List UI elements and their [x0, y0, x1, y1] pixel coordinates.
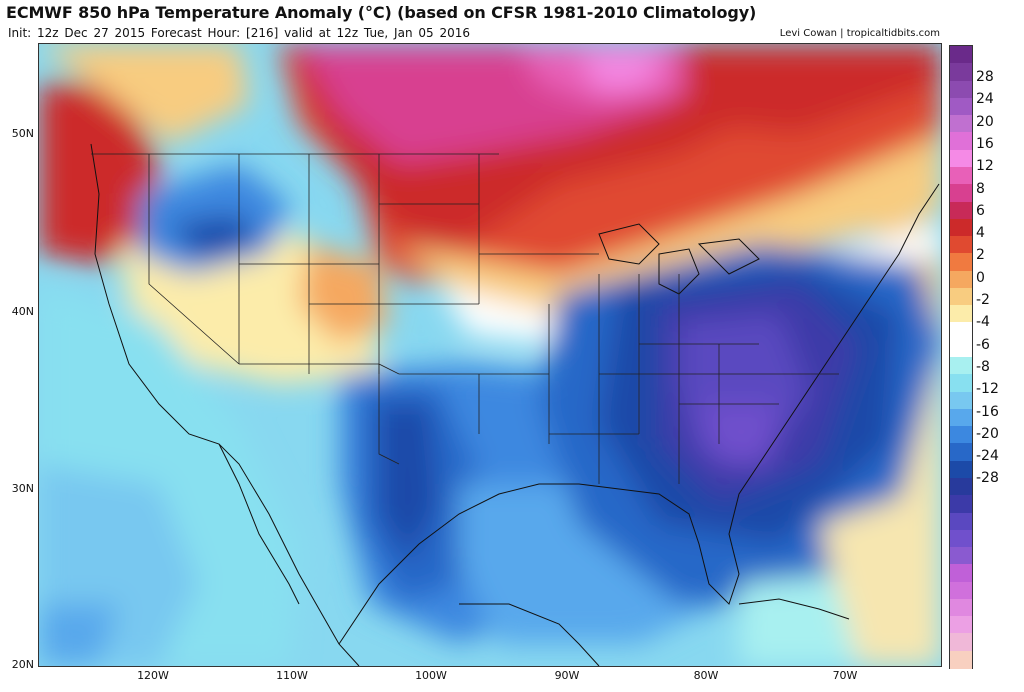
colorbar-label: -2 — [976, 292, 990, 308]
colorbar-label: -8 — [976, 358, 990, 375]
colorbar-label: 20 — [976, 113, 994, 130]
colorbar-segment — [950, 305, 972, 324]
colorbar-segment — [950, 184, 972, 203]
colorbar-segment — [950, 80, 972, 99]
colorbar-segment — [950, 512, 972, 531]
colorbar-segment — [950, 287, 972, 306]
colorbar-label: -16 — [976, 403, 999, 420]
colorbar-segment — [950, 374, 972, 393]
lon-label-90w: 90W — [554, 669, 580, 682]
colorbar-segment — [950, 633, 972, 652]
colorbar-segment — [950, 357, 972, 375]
colorbar-segment — [950, 236, 972, 254]
author-credit: Levi Cowan | tropicaltidbits.com — [779, 28, 940, 39]
colorbar-segment — [950, 97, 972, 116]
colorbar-label: 6 — [976, 202, 985, 219]
colorbar-segment — [950, 253, 972, 272]
lon-label-80w: 80W — [693, 669, 719, 682]
colorbar-segment — [950, 322, 972, 341]
colorbar-label: 28 — [976, 69, 994, 85]
colorbar-label: -28 — [976, 470, 999, 487]
colorbar-label: -6 — [976, 336, 990, 353]
lon-label-120w: 120W — [137, 669, 169, 682]
chart-title: ECMWF 850 hPa Temperature Anomaly (°C) (… — [6, 3, 757, 22]
colorbar-label: 2 — [976, 247, 985, 264]
lat-label-40n: 40N — [11, 305, 34, 318]
map-svg — [39, 44, 941, 666]
colorbar-segment — [950, 598, 972, 617]
colorbar-segment — [950, 426, 972, 444]
lon-label-100w: 100W — [415, 669, 447, 682]
colorbar-segment — [950, 339, 972, 358]
colorbar-segment — [950, 477, 972, 496]
colorbar-segment — [950, 650, 972, 669]
colorbar-segment — [950, 149, 972, 168]
colorbar-segment — [950, 529, 972, 548]
colorbar-segment — [950, 166, 972, 185]
colorbar-segment — [950, 115, 972, 133]
colorbar-segment — [950, 616, 972, 635]
coastlines — [90, 143, 940, 666]
colorbar-label: 8 — [976, 180, 985, 197]
lat-label-30n: 30N — [11, 482, 34, 495]
colorbar-segment — [950, 495, 972, 514]
colorbar-segment — [950, 63, 972, 82]
colorbar-label: 0 — [976, 269, 985, 286]
lon-label-110w: 110W — [276, 669, 308, 682]
colorbar-segment — [950, 547, 972, 565]
colorbar-segment — [950, 132, 972, 151]
colorbar-label: -4 — [976, 314, 990, 331]
colorbar-segment — [950, 46, 972, 64]
colorbar-segment — [950, 581, 972, 600]
colorbar-segment — [950, 443, 972, 462]
colorbar-label: -12 — [976, 381, 999, 398]
colorbar-segment — [950, 201, 972, 220]
colorbar-segment — [950, 218, 972, 237]
lat-label-50n: 50N — [11, 127, 34, 140]
colorbar-segment — [950, 564, 972, 583]
colorbar-segment — [950, 408, 972, 427]
colorbar-segment — [950, 460, 972, 479]
colorbar-label: 4 — [976, 225, 985, 242]
state-borders — [91, 153, 839, 484]
colorbar-label: 16 — [976, 135, 994, 152]
colorbar-label: -24 — [976, 448, 999, 465]
colorbar-segment — [950, 270, 972, 289]
colorbar-label: -20 — [976, 425, 999, 442]
colorbar-label: 24 — [976, 91, 994, 108]
colorbar-segment — [950, 391, 972, 410]
chart-subtitle: Init: 12z Dec 27 2015 Forecast Hour: [21… — [8, 26, 470, 40]
colorbar — [949, 45, 973, 669]
lat-label-20n: 20N — [11, 658, 34, 671]
lon-label-70w: 70W — [832, 669, 858, 682]
colorbar-label: 12 — [976, 158, 994, 175]
anomaly-map — [38, 43, 942, 667]
